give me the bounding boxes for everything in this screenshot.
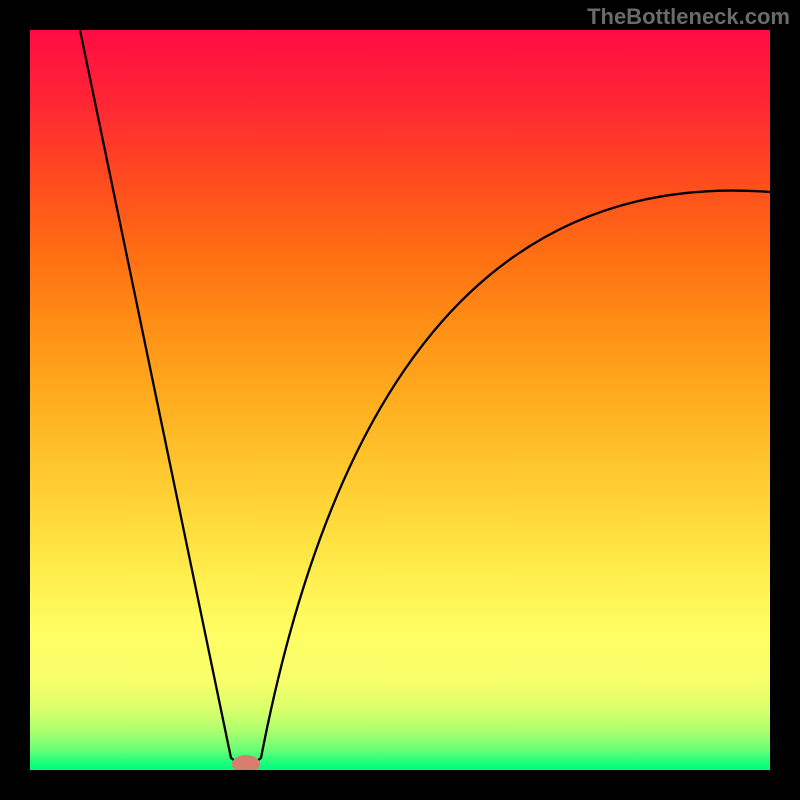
chart-background-gradient [30,30,770,770]
chart-plot-area [30,30,770,770]
watermark-label: TheBottleneck.com [587,4,790,30]
